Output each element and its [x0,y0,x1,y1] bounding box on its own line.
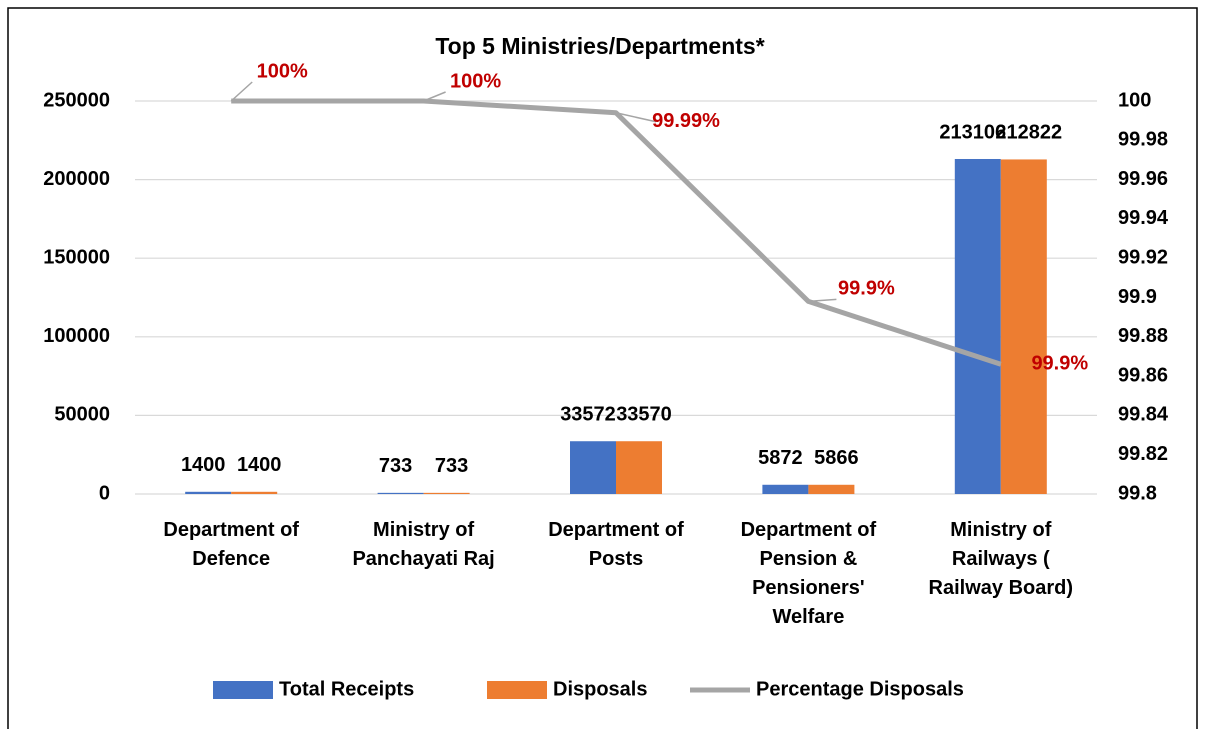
bar [616,441,662,494]
y2-tick-label: 99.82 [1118,443,1168,465]
legend-label: Percentage Disposals [756,678,964,700]
bar-value-label: 213106 [939,121,1006,143]
y2-tick-label: 99.98 [1118,129,1168,151]
label-leader [808,298,837,303]
y-tick-label: 100000 [43,325,110,347]
x-tick-label: Department of Pension & Pensioners' Welf… [740,519,877,628]
y2-tick-label: 99.84 [1118,404,1169,426]
bar [1000,159,1047,494]
chart-title: Top 5 Ministries/Departments* [435,33,764,59]
x-tick-label: Ministry of Panchayati Raj [352,519,495,570]
x-tick-label: Ministry of Railways ( Railway Board) [928,519,1074,599]
label-leader [423,91,446,102]
bar [570,441,616,494]
y2-tick-label: 100 [1118,89,1151,111]
label-leader [230,81,253,102]
legend-swatch [487,681,547,699]
bar-value-label: 33570 [616,404,672,426]
y2-tick-label: 99.86 [1118,364,1168,386]
x-tick-label: Department of Defence [163,519,299,570]
bar [423,492,470,494]
line-value-label: 100% [257,60,308,82]
bar [377,492,424,494]
bar-value-label: 1400 [181,454,226,476]
label-leader [615,112,657,123]
y-tick-label: 250000 [43,89,110,111]
bar-value-label: 212822 [995,122,1062,144]
y2-tick-label: 99.8 [1118,482,1157,504]
y-tick-label: 0 [99,482,110,504]
legend-swatch [213,681,273,699]
frame [7,7,1198,729]
line-value-label: 99.9% [838,278,895,300]
bar-value-label: 33572 [560,404,616,426]
line-value-label: 99.9% [1031,353,1088,375]
bar-value-label: 1400 [237,454,282,476]
bar-value-label: 5866 [814,447,859,469]
legend-label: Disposals [553,678,647,700]
y2-tick-label: 99.92 [1118,246,1168,268]
x-tick-label: Department of Posts [548,519,684,570]
y-tick-label: 50000 [54,404,110,426]
bar [954,158,1001,494]
y-tick-label: 200000 [43,168,110,190]
legend-label: Total Receipts [279,678,414,700]
bar [185,491,232,494]
bar [231,491,278,494]
bar [762,484,809,494]
bar [808,484,855,494]
y2-tick-label: 99.96 [1118,168,1168,190]
bar-value-label: 733 [379,455,412,477]
bar-value-label: 5872 [758,447,803,469]
y-tick-label: 150000 [43,246,110,268]
y2-tick-label: 99.88 [1118,325,1168,347]
line-series [231,98,1002,367]
y2-tick-label: 99.94 [1118,207,1169,229]
line-value-label: 100% [450,70,501,92]
line-value-label: 99.99% [652,110,720,132]
y2-tick-label: 99.9 [1118,286,1157,308]
bar-value-label: 733 [435,455,468,477]
